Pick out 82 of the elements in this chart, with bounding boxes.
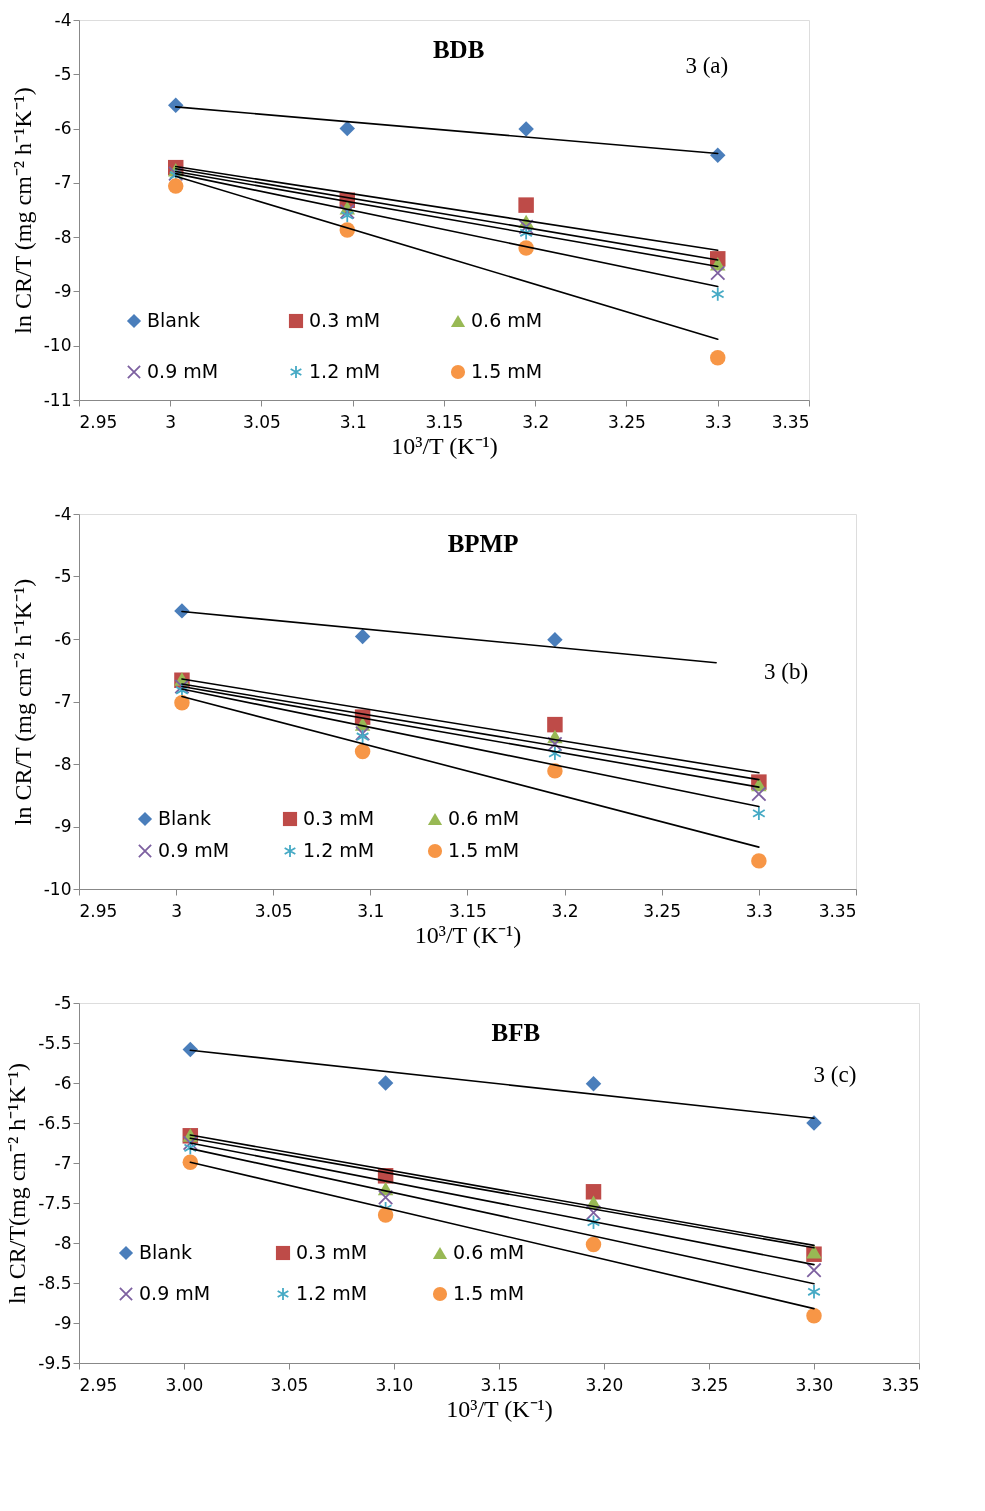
y-tick-label: -6	[54, 118, 72, 139]
x-tick-label: 3.25	[690, 1374, 729, 1395]
y-tick-label: -7	[54, 1152, 72, 1173]
y-axis-title: ln CR/T (mg cm⁻² h⁻¹K⁻¹)	[9, 578, 36, 826]
legend-label: 1.5 mM	[453, 1282, 525, 1304]
legend-label: 1.5 mM	[448, 839, 520, 861]
y-tick-label: -5	[54, 63, 72, 84]
x-tick-label: 3.35	[881, 1374, 920, 1395]
x-tick-label: 3.3	[745, 900, 773, 921]
y-tick-label: -8.5	[38, 1272, 72, 1293]
x-tick-label: 3.1	[339, 411, 367, 432]
y-tick-label: -10	[43, 878, 72, 899]
x-tick-label: 3.15	[449, 900, 487, 921]
annotation: 3 (c)	[813, 1062, 857, 1087]
y-axis-title: ln CR/T(mg cm⁻² h⁻¹K⁻¹)	[4, 1063, 31, 1304]
legend-label: 0.9 mM	[158, 839, 230, 861]
legend-label: 1.2 mM	[296, 1282, 368, 1304]
text: BFB	[491, 1019, 541, 1046]
legend-label: 1.5 mM	[471, 360, 543, 382]
x-tick-label: 2.95	[79, 900, 118, 921]
y-tick-label: -6	[54, 1072, 72, 1093]
x-axis-title: 10³/T (K⁻¹)	[446, 1395, 553, 1422]
text: BPMP	[447, 530, 519, 557]
x-tick-label: 3.35	[771, 411, 810, 432]
legend-label: 0.9 mM	[147, 360, 219, 382]
legend-label: 1.2 mM	[309, 360, 381, 382]
annotation: 3 (b)	[764, 658, 809, 684]
legend-label: 0.6 mM	[471, 309, 543, 331]
legend-label: 0.3 mM	[296, 1241, 368, 1263]
x-tick-label: 3.15	[480, 1374, 519, 1395]
legend-label: 0.3 mM	[303, 807, 375, 829]
x-tick-label: 3.05	[270, 1374, 309, 1395]
x-tick-label: 3.25	[608, 411, 646, 432]
x-tick-label: 2.95	[79, 411, 118, 432]
y-tick-label: -6	[54, 628, 72, 649]
y-tick-label: -9	[54, 1312, 72, 1333]
legend-label: 1.2 mM	[303, 839, 375, 861]
y-axis-title: ln CR/T (mg cm⁻² h⁻¹K⁻¹)	[9, 87, 36, 334]
y-tick-label: -9	[54, 280, 72, 301]
x-tick-label: 2.95	[79, 1374, 118, 1395]
y-tick-label: -10	[43, 335, 72, 356]
y-tick-label: -7.5	[38, 1192, 72, 1213]
y-tick-label: -8	[54, 753, 72, 774]
legend-label: Blank	[139, 1241, 193, 1263]
x-tick-label: 3.05	[243, 411, 281, 432]
y-tick-label: -7	[54, 691, 72, 711]
legend-label: 0.6 mM	[448, 807, 520, 829]
x-tick-label: 3.10	[375, 1374, 414, 1395]
y-tick-label: -9	[54, 816, 72, 836]
x-tick-label: 3.1	[357, 900, 385, 921]
y-tick-label: -8	[54, 1232, 72, 1253]
legend-label: 0.6 mM	[453, 1241, 525, 1263]
y-tick-label: -5	[54, 566, 72, 586]
x-tick-label: 3	[171, 900, 183, 921]
x-tick-label: 3	[165, 411, 177, 432]
legend-label: Blank	[147, 309, 201, 331]
x-tick-label: 3.3	[704, 411, 732, 432]
y-tick-label: -8	[54, 226, 72, 247]
y-tick-label: -11	[43, 389, 72, 410]
x-tick-label: 3.15	[425, 411, 464, 432]
x-tick-label: 3.2	[522, 411, 550, 432]
x-tick-label: 3.30	[795, 1374, 834, 1395]
legend-label: 0.3 mM	[309, 309, 381, 331]
y-tick-label: -4	[54, 9, 72, 30]
y-tick-label: -6.5	[38, 1112, 72, 1133]
x-tick-label: 3.35	[818, 900, 857, 921]
x-tick-label: 3.20	[585, 1374, 624, 1395]
x-tick-label: 3.25	[643, 900, 682, 921]
x-axis-title: 10³/T (K⁻¹)	[391, 432, 498, 459]
legend-label: Blank	[158, 807, 212, 829]
y-tick-label: -4	[54, 503, 72, 524]
legend-label: 0.9 mM	[139, 1282, 211, 1304]
y-tick-label: -7	[54, 172, 72, 193]
x-axis-title: 10³/T (K⁻¹)	[414, 921, 522, 948]
x-tick-label: 3.2	[551, 900, 579, 921]
y-tick-label: -9.5	[38, 1352, 72, 1373]
annotation: 3 (a)	[685, 52, 729, 78]
x-tick-label: 3.05	[254, 900, 293, 921]
text: BDB	[432, 36, 485, 63]
y-tick-label: -5	[54, 992, 72, 1013]
x-tick-label: 3.00	[165, 1374, 204, 1395]
y-tick-label: -5.5	[38, 1032, 72, 1053]
